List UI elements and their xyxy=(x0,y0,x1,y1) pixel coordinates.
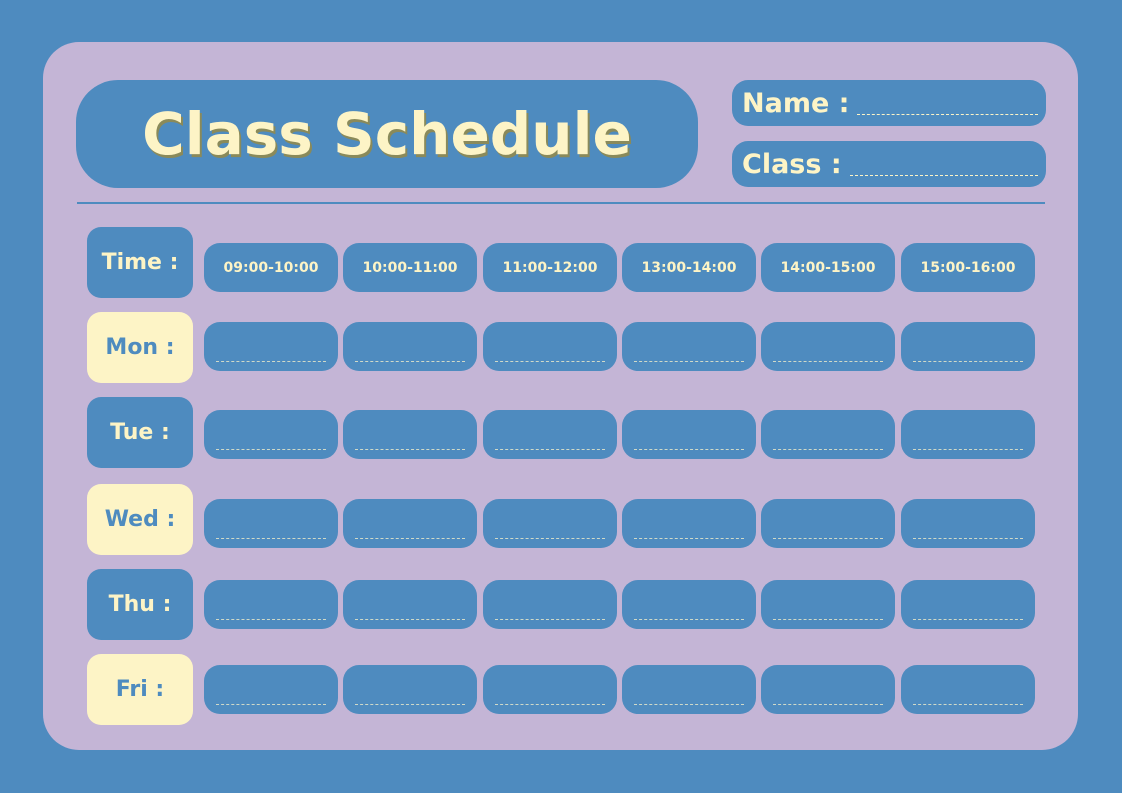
time-slot-header: 13:00-14:00 xyxy=(622,243,756,292)
schedule-cell[interactable] xyxy=(622,665,756,714)
schedule-cell[interactable] xyxy=(483,499,617,548)
time-slot-header: 10:00-11:00 xyxy=(343,243,477,292)
cell-input-line xyxy=(355,619,465,620)
cell-input-line xyxy=(495,619,605,620)
cell-input-line xyxy=(634,449,744,450)
time-slot-header: 09:00-10:00 xyxy=(204,243,338,292)
cell-input-line xyxy=(913,704,1023,705)
schedule-cell[interactable] xyxy=(761,322,895,371)
schedule-cell[interactable] xyxy=(622,580,756,629)
schedule-cell[interactable] xyxy=(343,322,477,371)
cell-input-line xyxy=(634,619,744,620)
cell-input-line xyxy=(495,538,605,539)
cell-input-line xyxy=(773,361,883,362)
schedule-cell[interactable] xyxy=(483,665,617,714)
day-label: Thu : xyxy=(87,569,193,640)
schedule-cell[interactable] xyxy=(901,499,1035,548)
cell-input-line xyxy=(216,619,326,620)
schedule-cell[interactable] xyxy=(622,322,756,371)
schedule-cell[interactable] xyxy=(901,580,1035,629)
schedule-cell[interactable] xyxy=(622,410,756,459)
schedule-cell[interactable] xyxy=(343,410,477,459)
schedule-cell[interactable] xyxy=(483,322,617,371)
cell-input-line xyxy=(355,449,465,450)
name-label: Name : xyxy=(742,87,850,119)
name-input-line[interactable] xyxy=(857,113,1038,115)
schedule-cell[interactable] xyxy=(204,665,338,714)
cell-input-line xyxy=(495,449,605,450)
cell-input-line xyxy=(355,538,465,539)
cell-input-line xyxy=(773,449,883,450)
cell-input-line xyxy=(495,704,605,705)
cell-input-line xyxy=(913,619,1023,620)
divider xyxy=(77,202,1045,204)
schedule-cell[interactable] xyxy=(901,322,1035,371)
cell-input-line xyxy=(216,704,326,705)
page-title: Class Schedule xyxy=(76,80,698,188)
schedule-cell[interactable] xyxy=(761,499,895,548)
time-label: Time : xyxy=(87,227,193,298)
day-label: Wed : xyxy=(87,484,193,555)
day-label: Fri : xyxy=(87,654,193,725)
day-label: Mon : xyxy=(87,312,193,383)
schedule-cell[interactable] xyxy=(343,580,477,629)
schedule-cell[interactable] xyxy=(204,499,338,548)
cell-input-line xyxy=(634,538,744,539)
cell-input-line xyxy=(913,538,1023,539)
cell-input-line xyxy=(216,361,326,362)
cell-input-line xyxy=(773,538,883,539)
cell-input-line xyxy=(913,449,1023,450)
name-field[interactable]: Name : xyxy=(732,80,1046,126)
cell-input-line xyxy=(773,704,883,705)
class-input-line[interactable] xyxy=(849,174,1038,176)
cell-input-line xyxy=(773,619,883,620)
schedule-cell[interactable] xyxy=(761,580,895,629)
cell-input-line xyxy=(634,704,744,705)
cell-input-line xyxy=(355,704,465,705)
schedule-cell[interactable] xyxy=(343,665,477,714)
time-slot-header: 11:00-12:00 xyxy=(483,243,617,292)
schedule-cell[interactable] xyxy=(204,580,338,629)
cell-input-line xyxy=(216,538,326,539)
cell-input-line xyxy=(216,449,326,450)
class-label: Class : xyxy=(742,148,842,180)
schedule-cell[interactable] xyxy=(901,410,1035,459)
cell-input-line xyxy=(495,361,605,362)
time-slot-header: 14:00-15:00 xyxy=(761,243,895,292)
day-label: Tue : xyxy=(87,397,193,468)
cell-input-line xyxy=(355,361,465,362)
schedule-cell[interactable] xyxy=(483,580,617,629)
schedule-cell[interactable] xyxy=(622,499,756,548)
schedule-cell[interactable] xyxy=(483,410,617,459)
schedule-cell[interactable] xyxy=(901,665,1035,714)
schedule-cell[interactable] xyxy=(204,410,338,459)
cell-input-line xyxy=(913,361,1023,362)
schedule-cell[interactable] xyxy=(761,665,895,714)
time-slot-header: 15:00-16:00 xyxy=(901,243,1035,292)
schedule-cell[interactable] xyxy=(204,322,338,371)
schedule-cell[interactable] xyxy=(761,410,895,459)
cell-input-line xyxy=(634,361,744,362)
schedule-cell[interactable] xyxy=(343,499,477,548)
class-field[interactable]: Class : xyxy=(732,141,1046,187)
